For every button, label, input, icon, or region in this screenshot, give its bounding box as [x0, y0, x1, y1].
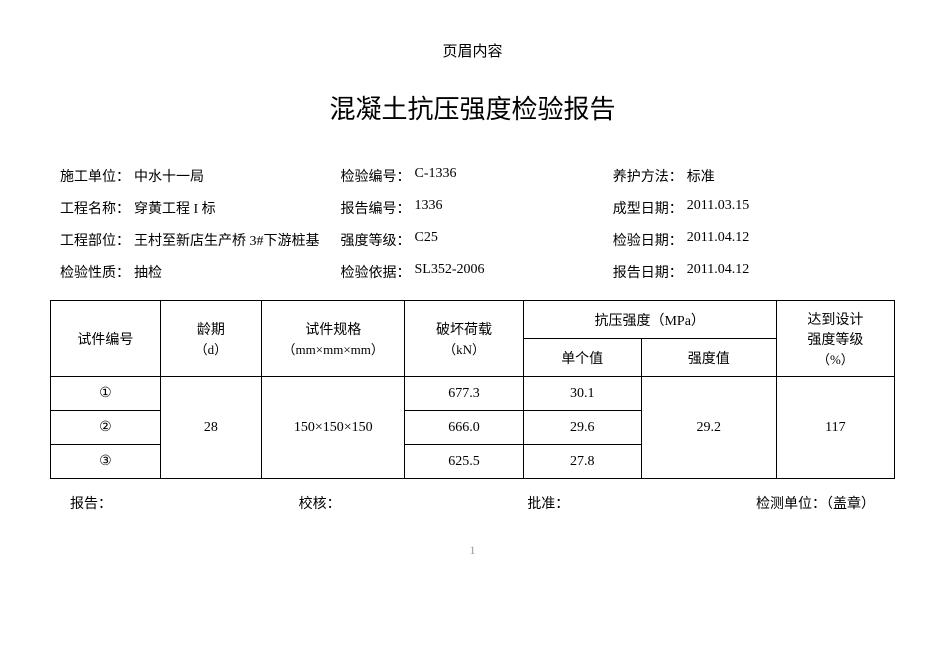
- th-design-text2: 强度等级: [781, 329, 890, 349]
- table-row: ① 28 150×150×150 677.3 30.1 29.2 117: [51, 377, 895, 411]
- th-spec-unit: （mm×mm×mm）: [266, 339, 400, 358]
- cell-load-3: 625.5: [405, 445, 523, 479]
- cell-single-3: 27.8: [523, 445, 641, 479]
- cell-age: 28: [160, 377, 261, 479]
- meta-label: 工程部位：: [60, 230, 130, 250]
- meta-label: 施工单位：: [60, 166, 130, 186]
- data-table: 试件编号 龄期 （d） 试件规格 （mm×mm×mm） 破坏荷载 （kN） 抗压…: [50, 300, 895, 479]
- footer-approve: 批准：: [527, 493, 569, 513]
- meta-label: 工程名称：: [60, 198, 130, 218]
- meta-label: 报告编号：: [341, 198, 411, 218]
- meta-value: 1336: [415, 198, 443, 218]
- meta-label: 检验日期：: [613, 230, 683, 250]
- cell-sample-3: ③: [51, 445, 161, 479]
- meta-strength-grade: 强度等级： C25: [341, 230, 613, 250]
- meta-report-no: 报告编号： 1336: [341, 198, 613, 218]
- cell-single-1: 30.1: [523, 377, 641, 411]
- meta-test-basis: 检验依据： SL352-2006: [341, 262, 613, 282]
- cell-strength-value: 29.2: [641, 377, 776, 479]
- meta-project-name: 工程名称： 穿黄工程 I 标: [60, 198, 341, 218]
- cell-load-2: 666.0: [405, 411, 523, 445]
- footer-row: 报告： 校核： 批准： 检测单位：（盖章）: [70, 493, 875, 513]
- footer-report: 报告：: [70, 493, 112, 513]
- th-design-text1: 达到设计: [781, 309, 890, 329]
- footer-unit: 检测单位：（盖章）: [756, 493, 875, 513]
- meta-value: 2011.04.12: [687, 230, 749, 250]
- meta-test-nature: 检验性质： 抽检: [60, 262, 341, 282]
- th-age: 龄期 （d）: [160, 301, 261, 377]
- th-strength: 抗压强度（MPa）: [523, 301, 776, 339]
- th-value: 强度值: [641, 339, 776, 377]
- th-load-text: 破坏荷载: [409, 319, 518, 339]
- meta-label: 养护方法：: [613, 166, 683, 186]
- cell-spec: 150×150×150: [261, 377, 404, 479]
- meta-value: 抽检: [134, 262, 162, 282]
- meta-form-date: 成型日期： 2011.03.15: [613, 198, 885, 218]
- meta-value: SL352-2006: [415, 262, 485, 282]
- meta-report-date: 报告日期： 2011.04.12: [613, 262, 885, 282]
- cell-sample-2: ②: [51, 411, 161, 445]
- th-design-unit: （%）: [781, 349, 890, 368]
- meta-label: 检验性质：: [60, 262, 130, 282]
- report-title: 混凝土抗压强度检验报告: [50, 89, 895, 126]
- meta-label: 检验依据：: [341, 262, 411, 282]
- th-sample-no: 试件编号: [51, 301, 161, 377]
- th-spec-text: 试件规格: [266, 319, 400, 339]
- meta-construction-unit: 施工单位： 中水十一局: [60, 166, 341, 186]
- meta-test-date: 检验日期： 2011.04.12: [613, 230, 885, 250]
- meta-value: 2011.03.15: [687, 198, 749, 218]
- th-age-text: 龄期: [165, 319, 257, 339]
- meta-grid: 施工单位： 中水十一局 检验编号： C-1336 养护方法： 标准 工程名称： …: [60, 166, 885, 282]
- table-header-row-1: 试件编号 龄期 （d） 试件规格 （mm×mm×mm） 破坏荷载 （kN） 抗压…: [51, 301, 895, 339]
- th-load-unit: （kN）: [409, 339, 518, 358]
- meta-label: 检验编号：: [341, 166, 411, 186]
- meta-value: C-1336: [415, 166, 457, 186]
- th-age-unit: （d）: [165, 339, 257, 358]
- meta-value: 标准: [687, 166, 715, 186]
- meta-curing-method: 养护方法： 标准: [613, 166, 885, 186]
- meta-value: 2011.04.12: [687, 262, 749, 282]
- meta-project-part: 工程部位： 王村至新店生产桥 3#下游桩基: [60, 230, 341, 250]
- cell-load-1: 677.3: [405, 377, 523, 411]
- th-single: 单个值: [523, 339, 641, 377]
- th-spec: 试件规格 （mm×mm×mm）: [261, 301, 404, 377]
- footer-check: 校核：: [299, 493, 341, 513]
- meta-label: 报告日期：: [613, 262, 683, 282]
- meta-label: 成型日期：: [613, 198, 683, 218]
- meta-value: 穿黄工程 I 标: [134, 198, 216, 218]
- th-design: 达到设计 强度等级 （%）: [776, 301, 894, 377]
- cell-design-pct: 117: [776, 377, 894, 479]
- meta-value: 中水十一局: [134, 166, 204, 186]
- cell-single-2: 29.6: [523, 411, 641, 445]
- meta-inspection-no: 检验编号： C-1336: [341, 166, 613, 186]
- meta-value: 王村至新店生产桥 3#下游桩基: [134, 230, 320, 250]
- cell-sample-1: ①: [51, 377, 161, 411]
- meta-value: C25: [415, 230, 438, 250]
- page-number: 1: [50, 543, 895, 558]
- header-note: 页眉内容: [50, 40, 895, 61]
- meta-label: 强度等级：: [341, 230, 411, 250]
- th-load: 破坏荷载 （kN）: [405, 301, 523, 377]
